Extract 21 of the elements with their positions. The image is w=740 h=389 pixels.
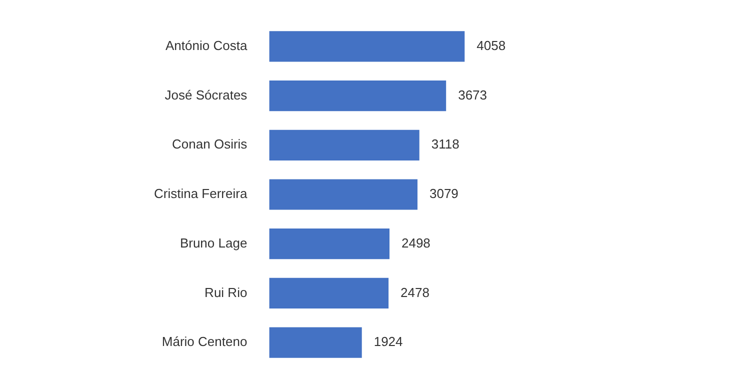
bar bbox=[269, 130, 420, 160]
data-label: 4058 bbox=[476, 38, 506, 54]
y-tick-label: António Costa bbox=[166, 38, 248, 54]
bar bbox=[269, 179, 418, 210]
data-label: 3079 bbox=[429, 186, 458, 202]
data-label: 2498 bbox=[401, 235, 430, 250]
bar bbox=[269, 327, 362, 358]
y-tick-label: Conan Osiris bbox=[172, 136, 248, 152]
data-label: 3118 bbox=[431, 136, 460, 152]
y-tick-label: Mário Centeno bbox=[162, 334, 248, 350]
bar bbox=[269, 80, 446, 112]
bar bbox=[269, 31, 465, 62]
y-tick-label: Rui Rio bbox=[204, 284, 248, 300]
y-tick-label: José Sócrates bbox=[164, 87, 248, 102]
y-tick-label: Bruno Lage bbox=[180, 235, 248, 250]
y-tick-label: Cristina Ferreira bbox=[154, 186, 248, 202]
data-label: 1924 bbox=[374, 334, 403, 350]
bar bbox=[269, 278, 389, 308]
data-label: 3673 bbox=[458, 87, 488, 102]
data-label: 2478 bbox=[400, 284, 430, 300]
bar bbox=[269, 228, 390, 260]
